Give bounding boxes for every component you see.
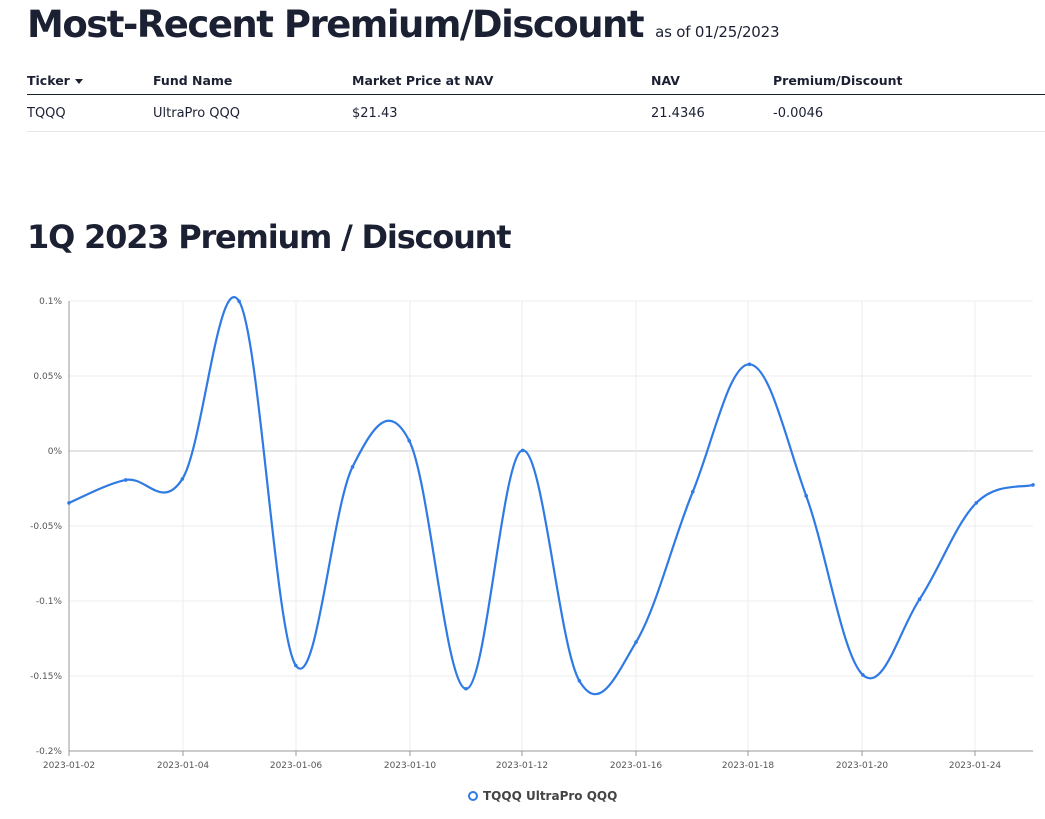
x-tick-label: 2023-01-20 (836, 761, 889, 771)
data-point (634, 640, 638, 644)
data-point (520, 448, 525, 453)
x-tick-label: 2023-01-24 (949, 761, 1002, 771)
cell-nav: 21.4346 (651, 94, 773, 132)
cell-fund-name: UltraPro QQQ (153, 94, 352, 132)
data-point (974, 501, 979, 505)
page-title-row: Most-Recent Premium/Discount as of 01/25… (27, 0, 780, 50)
column-header-ticker[interactable]: Ticker (27, 66, 153, 95)
x-tick-label: 2023-01-02 (43, 761, 95, 771)
x-tick-label: 2023-01-06 (270, 761, 323, 771)
data-point (180, 477, 185, 481)
sort-caret-icon[interactable] (74, 78, 83, 84)
column-header-fund-name[interactable]: Fund Name (153, 66, 352, 95)
data-point (123, 478, 128, 482)
y-tick-label: 0.05% (33, 372, 62, 382)
x-tick-label: 2023-01-10 (384, 761, 437, 771)
data-point (237, 299, 241, 304)
cell-market-price: $21.43 (352, 94, 651, 132)
y-tick-label: -0.2% (36, 747, 63, 757)
y-tick-label: -0.15% (30, 672, 62, 682)
data-point (464, 686, 468, 691)
data-point (1031, 483, 1035, 487)
chart-legend[interactable]: TQQQ UltraPro QQQ (468, 789, 617, 803)
chart-heading: 1Q 2023 Premium / Discount (27, 218, 512, 256)
data-point (407, 439, 412, 443)
column-header-premium-discount[interactable]: Premium/Discount (773, 66, 1045, 95)
legend-marker-icon (468, 791, 478, 801)
x-tick-label: 2023-01-12 (496, 761, 548, 771)
x-tick-label: 2023-01-16 (610, 761, 663, 771)
cell-ticker: TQQQ (27, 94, 153, 132)
y-tick-label: -0.1% (36, 597, 63, 607)
premium-discount-table: Ticker Fund Name Market Price at NAV NAV… (27, 66, 1045, 132)
data-point (804, 494, 808, 498)
cell-premium-discount: -0.0046 (773, 94, 1045, 132)
page-title: Most-Recent Premium/Discount (27, 3, 645, 46)
series-line (68, 296, 1034, 696)
data-point (294, 663, 298, 668)
column-header-nav[interactable]: NAV (651, 66, 773, 95)
as-of-date: as of 01/25/2023 (655, 23, 780, 41)
data-point (690, 490, 695, 494)
column-header-ticker-label: Ticker (27, 72, 70, 88)
table-row: TQQQ UltraPro QQQ $21.43 21.4346 -0.0046 (27, 94, 1045, 132)
data-point (350, 465, 355, 469)
y-tick-label: -0.05% (30, 522, 62, 532)
data-point (861, 673, 865, 677)
y-tick-label: 0% (48, 447, 63, 457)
legend-label: TQQQ UltraPro QQQ (483, 789, 618, 803)
column-header-market-price[interactable]: Market Price at NAV (352, 66, 651, 95)
x-tick-label: 2023-01-18 (722, 761, 775, 771)
data-point (917, 597, 922, 601)
x-tick-label: 2023-01-04 (157, 761, 210, 771)
y-tick-label: 0.1% (39, 297, 62, 307)
table-header-row: Ticker Fund Name Market Price at NAV NAV… (27, 66, 1045, 95)
data-point (577, 679, 582, 683)
data-point (67, 501, 71, 505)
data-point (747, 362, 752, 367)
